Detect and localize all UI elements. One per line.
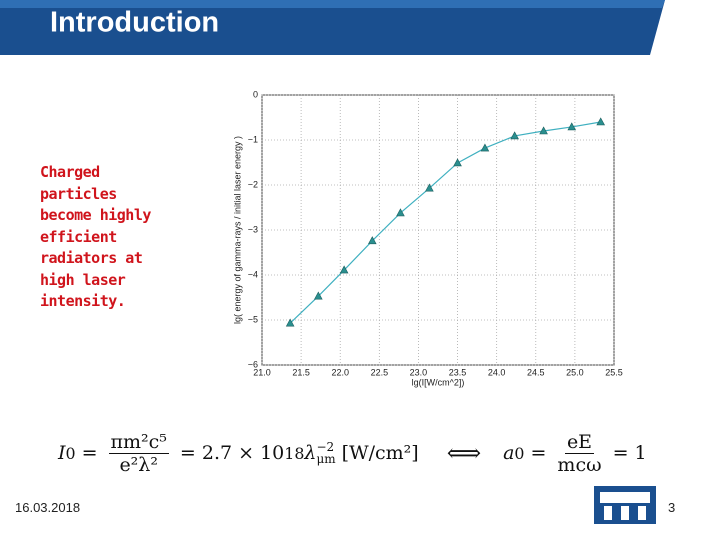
side-text-line: particles: [40, 184, 117, 203]
x-tick-label: 23.5: [449, 367, 467, 377]
side-text-line: efficient: [40, 227, 117, 246]
data-point: [285, 318, 295, 327]
data-point: [339, 265, 349, 274]
formula-text: eE: [564, 430, 595, 454]
side-text-line: high laser: [40, 270, 126, 289]
data-point: [480, 143, 490, 152]
slide-title: Introduction: [50, 7, 219, 39]
y-axis-label: lg( energy of gamma-rays / initial laser…: [232, 136, 242, 324]
x-tick-label: 24.5: [527, 367, 545, 377]
formula-text: a: [503, 442, 515, 464]
formula-text: ⟺: [446, 439, 482, 467]
data-point: [510, 131, 519, 140]
formula-text: 18: [284, 443, 305, 463]
logo-pillar: [638, 506, 646, 520]
data-line: [289, 121, 601, 324]
formula-text: mcω: [557, 453, 602, 476]
formula-text: I: [58, 442, 66, 464]
formula-text: =: [81, 442, 98, 464]
x-tick-label: 22.0: [331, 367, 349, 377]
formula-text: −2: [316, 440, 335, 454]
data-point: [396, 208, 405, 217]
data-point: [539, 126, 548, 135]
logo-pillar: [604, 506, 612, 520]
x-tick-label: 25.5: [605, 367, 623, 377]
y-tick-label: −5: [248, 314, 258, 324]
footer-date: 16.03.2018: [15, 500, 81, 515]
x-tick-label: 23.0: [410, 367, 428, 377]
plot-frame: [261, 94, 615, 366]
x-tick-label: 22.5: [371, 367, 389, 377]
x-axis-label: lg(I[W/cm^2]): [412, 377, 465, 387]
side-text-line: become highly: [40, 206, 151, 224]
formula-text: = 2.7 × 10: [179, 442, 285, 464]
logo-bar: [600, 492, 650, 503]
formula-text: = 1: [612, 442, 647, 464]
data-point: [567, 122, 577, 131]
x-tick-label: 25.0: [566, 367, 584, 377]
x-tick-label: 24.0: [488, 367, 506, 377]
fraction: eE mcω: [557, 431, 601, 476]
data-point: [425, 183, 434, 192]
logo: [594, 486, 656, 524]
fraction: πm²c⁵ e²λ²: [108, 430, 169, 476]
formula-text: πm²c⁵: [108, 430, 169, 454]
data-point: [596, 117, 606, 126]
data-point: [314, 291, 323, 300]
side-text-line: Charged: [40, 163, 100, 181]
formula-text: [W/cm²]: [341, 442, 419, 464]
y-tick-label: −6: [248, 359, 258, 369]
side-text-line: radiators at: [40, 249, 143, 267]
header-banner: [0, 0, 665, 55]
formula-text: 0: [65, 443, 76, 463]
formula-text: =: [530, 442, 547, 464]
header-highlight: [0, 0, 665, 8]
y-tick-label: −2: [248, 179, 258, 189]
formula-scripts: −2 μm: [316, 441, 335, 465]
page-number: 3: [668, 500, 676, 515]
formula-text: μm: [316, 452, 336, 466]
formula-text: λ: [304, 442, 317, 464]
logo-pillar: [621, 506, 629, 520]
x-tick-label: 21.5: [292, 367, 310, 377]
y-tick-label: −1: [248, 134, 258, 144]
side-text-line: intensity.: [40, 292, 126, 310]
formula-text: 0: [514, 443, 525, 463]
y-tick-label: 0: [253, 89, 258, 99]
side-text: Charged particles become highly efficient ra…: [40, 162, 151, 313]
formula-text: e²λ²: [119, 453, 158, 476]
data-point: [453, 158, 462, 167]
data-point: [367, 236, 377, 245]
x-tick-label: 21.0: [253, 367, 271, 377]
y-tick-label: −3: [248, 224, 258, 234]
y-tick-label: −4: [248, 269, 258, 279]
